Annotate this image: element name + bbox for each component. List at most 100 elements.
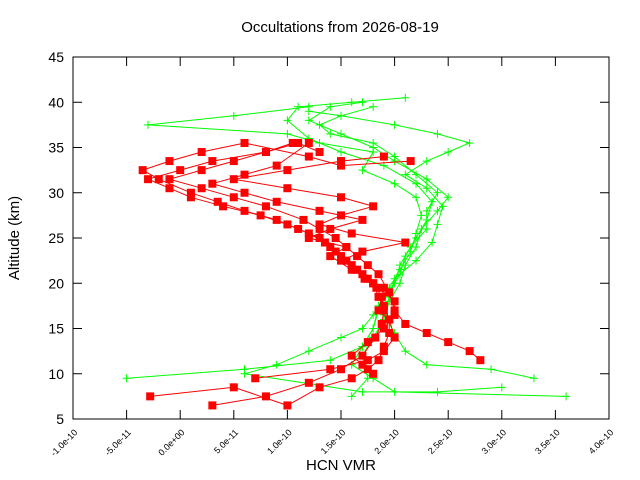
data-point-square — [208, 401, 217, 410]
data-point-square — [385, 288, 394, 297]
data-point-plus — [428, 238, 437, 247]
data-point-square — [165, 175, 174, 184]
data-point-square — [390, 297, 399, 306]
data-point-plus — [358, 324, 367, 333]
y-tick-label: 30 — [48, 185, 64, 201]
data-point-plus — [358, 387, 367, 396]
data-point-plus — [395, 261, 404, 270]
data-point-square — [213, 197, 222, 206]
data-point-plus — [240, 369, 249, 378]
data-point-plus — [229, 111, 238, 120]
data-point-plus — [347, 392, 356, 401]
data-point-plus — [401, 347, 410, 356]
data-point-square — [379, 283, 388, 292]
data-point-plus — [465, 138, 474, 147]
data-point-square — [347, 374, 356, 383]
y-tick-label: 45 — [48, 49, 64, 65]
data-point-square — [326, 365, 335, 374]
data-point-square — [304, 229, 313, 238]
data-point-square — [256, 211, 265, 220]
data-point-square — [176, 166, 185, 175]
data-point-square — [337, 161, 345, 170]
data-point-square — [186, 193, 195, 202]
data-point-square — [358, 351, 367, 360]
series-10 — [240, 102, 506, 396]
data-point-square — [138, 166, 147, 175]
data-point-square — [371, 333, 380, 342]
data-point-plus — [390, 179, 399, 188]
data-point-plus — [497, 383, 506, 392]
data-point-square — [229, 175, 238, 184]
data-point-plus — [562, 392, 571, 401]
data-point-square — [197, 148, 206, 157]
data-point-square — [358, 360, 367, 369]
series-line — [210, 142, 396, 379]
y-tick-label: 10 — [48, 366, 64, 382]
series-2 — [144, 138, 388, 410]
data-point-plus — [422, 360, 431, 369]
data-point-square — [337, 365, 345, 374]
data-point-square — [315, 206, 324, 215]
data-point-plus — [369, 138, 378, 147]
data-point-square — [283, 401, 292, 410]
data-point-square — [363, 274, 372, 283]
data-point-square — [208, 157, 217, 166]
data-point-square — [288, 138, 297, 147]
data-point-square — [379, 342, 388, 351]
data-point-square — [197, 166, 206, 175]
series-line — [233, 156, 406, 375]
data-point-square — [465, 347, 474, 356]
data-point-square — [337, 193, 345, 202]
data-point-plus — [304, 347, 313, 356]
data-point-plus — [369, 148, 378, 157]
data-point-square — [347, 229, 356, 238]
data-point-plus — [412, 229, 421, 238]
data-point-square — [154, 175, 163, 184]
data-point-plus — [422, 175, 431, 184]
data-point-plus — [122, 374, 131, 383]
data-point-plus — [412, 170, 421, 179]
data-point-square — [326, 252, 335, 261]
data-point-square — [229, 157, 238, 166]
series-5 — [208, 138, 399, 383]
data-point-square — [272, 215, 281, 224]
data-point-square — [165, 157, 174, 166]
data-point-plus — [358, 166, 367, 175]
data-point-plus — [438, 202, 447, 211]
data-point-square — [379, 324, 388, 333]
data-point-square — [369, 202, 378, 211]
data-point-plus — [369, 310, 378, 319]
data-point-square — [283, 166, 292, 175]
data-point-square — [315, 220, 324, 229]
data-point-square — [261, 392, 270, 401]
data-point-plus — [412, 193, 421, 202]
data-point-square — [240, 138, 249, 147]
data-point-plus — [422, 157, 431, 166]
data-point-square — [353, 265, 362, 274]
data-point-plus — [283, 129, 292, 138]
data-point-square — [390, 333, 399, 342]
data-point-plus — [369, 324, 378, 333]
data-point-square — [240, 188, 249, 197]
data-point-square — [240, 206, 249, 215]
data-point-square — [283, 220, 292, 229]
data-point-square — [363, 261, 372, 270]
data-point-square — [379, 347, 388, 356]
data-point-square — [272, 161, 281, 170]
y-tick-label: 5 — [56, 411, 64, 427]
data-point-square — [272, 197, 281, 206]
data-point-square — [331, 234, 340, 242]
data-point-square — [422, 329, 431, 338]
data-point-plus — [358, 98, 367, 107]
data-point-plus — [401, 170, 410, 179]
data-point-square — [385, 329, 394, 338]
data-point-plus — [417, 211, 426, 220]
data-point-square — [144, 175, 153, 184]
y-tick-label: 35 — [48, 140, 64, 156]
data-point-plus — [406, 243, 415, 252]
data-point-square — [294, 138, 303, 147]
data-point-plus — [487, 365, 496, 374]
data-point-square — [374, 306, 383, 315]
data-point-square — [347, 261, 356, 270]
data-point-square — [379, 152, 388, 161]
